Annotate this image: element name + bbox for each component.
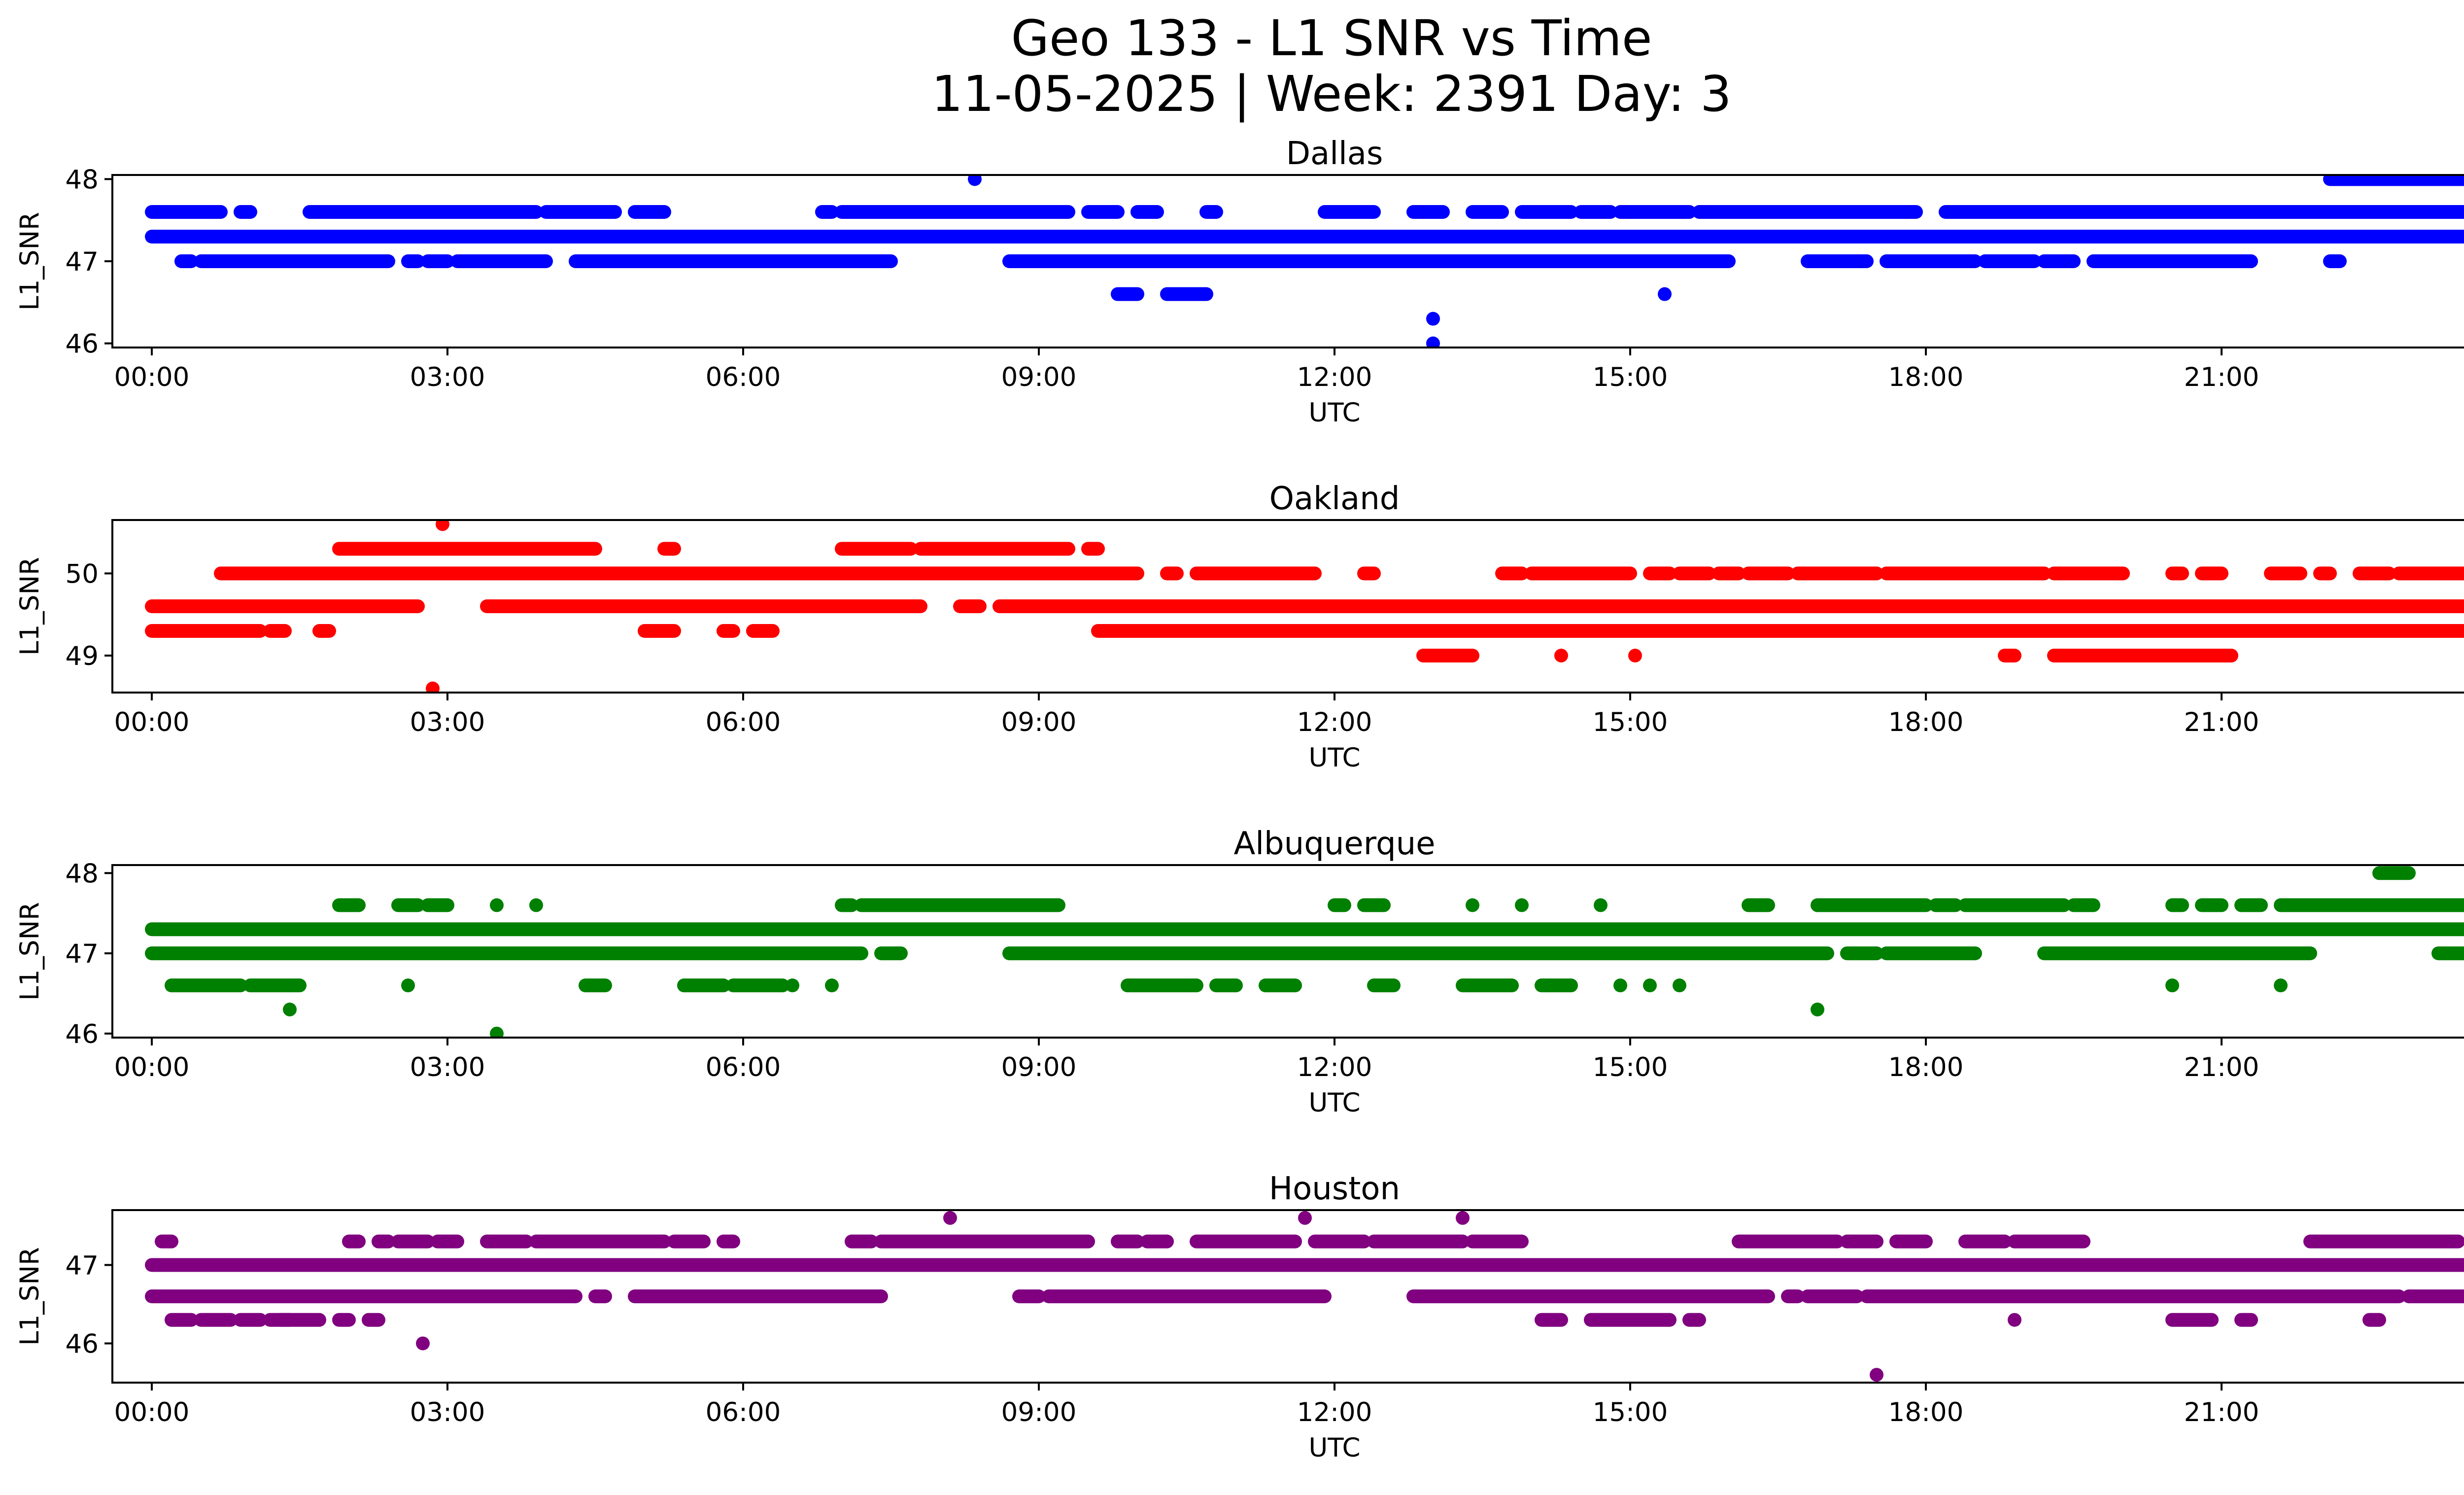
data-point (490, 1026, 504, 1038)
data-point (1515, 898, 1529, 912)
data-points (145, 520, 2464, 693)
x-tick-label: 12:00 (1297, 362, 1372, 392)
x-tick-label: 00:00 (114, 362, 190, 392)
subplot-title: Houston (1269, 1171, 1400, 1207)
data-point (2008, 1313, 2021, 1327)
x-tick-label: 18:00 (1888, 1052, 1964, 1082)
data-point (2165, 978, 2179, 993)
subplot-title: Dallas (1286, 136, 1383, 172)
data-point (943, 1211, 957, 1225)
x-tick-label: 15:00 (1593, 1052, 1668, 1082)
subplot-albuquerque: Albuquerque 00:00 03:00 06:00 09:00 12:00 15:0… (15, 826, 2464, 1118)
y-tick-label: 47 (66, 247, 99, 277)
y-tick-label: 47 (66, 1251, 99, 1281)
x-tick-label: 09:00 (1001, 707, 1077, 737)
y-tick-label: 46 (66, 329, 99, 359)
x-tick-label: 06:00 (706, 362, 781, 392)
data-point (1613, 978, 1627, 993)
y-tick-label: 46 (66, 1329, 99, 1359)
subplot-title: Oakland (1269, 481, 1400, 517)
subplot-dallas: Dallas 00:00 03:00 06:00 09:00 12:00 15:00 18:0… (15, 136, 2464, 428)
subplot-panels: Dallas 00:00 03:00 06:00 09:00 12:00 15:00 18:0… (15, 136, 2464, 1463)
y-tick-label: 47 (66, 939, 99, 969)
x-tick-label: 09:00 (1001, 1052, 1077, 1082)
x-axis-label: UTC (1308, 743, 1360, 773)
x-tick-label: 15:00 (1593, 362, 1668, 392)
x-tick-label: 12:00 (1297, 1052, 1372, 1082)
subplot-oakland: Oakland 00:00 03:00 06:00 09:00 12:00 15:00 18:… (15, 481, 2464, 773)
x-tick-label: 12:00 (1297, 1397, 1372, 1427)
x-axis-label: UTC (1308, 1088, 1360, 1118)
x-tick-label: 09:00 (1001, 1397, 1077, 1427)
data-point (401, 978, 415, 993)
data-point (416, 1336, 430, 1351)
x-tick-label: 21:00 (2184, 1052, 2259, 1082)
x-tick-label: 15:00 (1593, 1397, 1668, 1427)
data-point (490, 898, 504, 912)
y-axis-label: L1_SNR (15, 1247, 45, 1346)
y-tick-label: 49 (66, 641, 99, 671)
data-point (1426, 312, 1440, 326)
data-point (1554, 649, 1568, 662)
data-point (1426, 336, 1440, 348)
subplot-houston: Houston 00:00 03:00 06:00 09:00 12:00 15:00 18:… (15, 1171, 2464, 1463)
x-tick-label: 00:00 (114, 707, 190, 737)
x-tick-label: 18:00 (1888, 362, 1964, 392)
x-tick-label: 06:00 (706, 1052, 781, 1082)
data-point (1811, 1003, 1824, 1017)
x-tick-label: 15:00 (1593, 707, 1668, 737)
data-point (968, 175, 982, 186)
figure-title-line1: Geo 133 - L1 SNR vs Time (1011, 9, 1652, 67)
data-points (145, 866, 2464, 1038)
x-tick-label: 18:00 (1888, 1397, 1964, 1427)
y-tick-label: 48 (66, 165, 99, 195)
x-tick-label: 03:00 (410, 1052, 485, 1082)
y-axis-label: L1_SNR (15, 557, 45, 656)
data-point (426, 681, 440, 693)
data-point (1466, 898, 1479, 912)
data-point (1658, 287, 1672, 301)
data-point (283, 1003, 297, 1017)
data-point (786, 978, 799, 993)
data-point (1456, 1211, 1470, 1225)
x-tick-label: 12:00 (1297, 707, 1372, 737)
x-axis-label: UTC (1308, 1433, 1360, 1463)
data-point (436, 520, 449, 531)
x-tick-label: 06:00 (706, 1397, 781, 1427)
x-tick-label: 03:00 (410, 1397, 485, 1427)
figure-title-line2: 11-05-2025 | Week: 2391 Day: 3 (931, 65, 1731, 123)
y-axis-label: L1_SNR (15, 212, 45, 311)
data-point (1673, 978, 1686, 993)
y-tick-label: 50 (66, 559, 99, 589)
x-tick-label: 03:00 (410, 362, 485, 392)
x-tick-label: 00:00 (114, 1052, 190, 1082)
x-tick-label: 21:00 (2184, 362, 2259, 392)
data-point (529, 898, 543, 912)
y-tick-label: 48 (66, 859, 99, 889)
x-tick-label: 09:00 (1001, 362, 1077, 392)
data-point (1628, 649, 1642, 662)
y-axis-label: L1_SNR (15, 902, 45, 1001)
data-point (825, 978, 839, 993)
x-tick-label: 21:00 (2184, 1397, 2259, 1427)
data-point (1594, 898, 1608, 912)
x-tick-label: 18:00 (1888, 707, 1964, 737)
subplot-title: Albuquerque (1233, 826, 1435, 862)
data-point (1643, 978, 1657, 993)
data-points (145, 1211, 2464, 1382)
x-axis-label: UTC (1308, 398, 1360, 428)
data-point (1298, 1211, 1312, 1225)
data-points (145, 175, 2464, 348)
y-tick-label: 46 (66, 1019, 99, 1049)
x-tick-label: 00:00 (114, 1397, 190, 1427)
data-point (2274, 978, 2288, 993)
x-tick-label: 21:00 (2184, 707, 2259, 737)
data-point (1870, 1368, 1883, 1382)
x-tick-label: 03:00 (410, 707, 485, 737)
x-tick-label: 06:00 (706, 707, 781, 737)
